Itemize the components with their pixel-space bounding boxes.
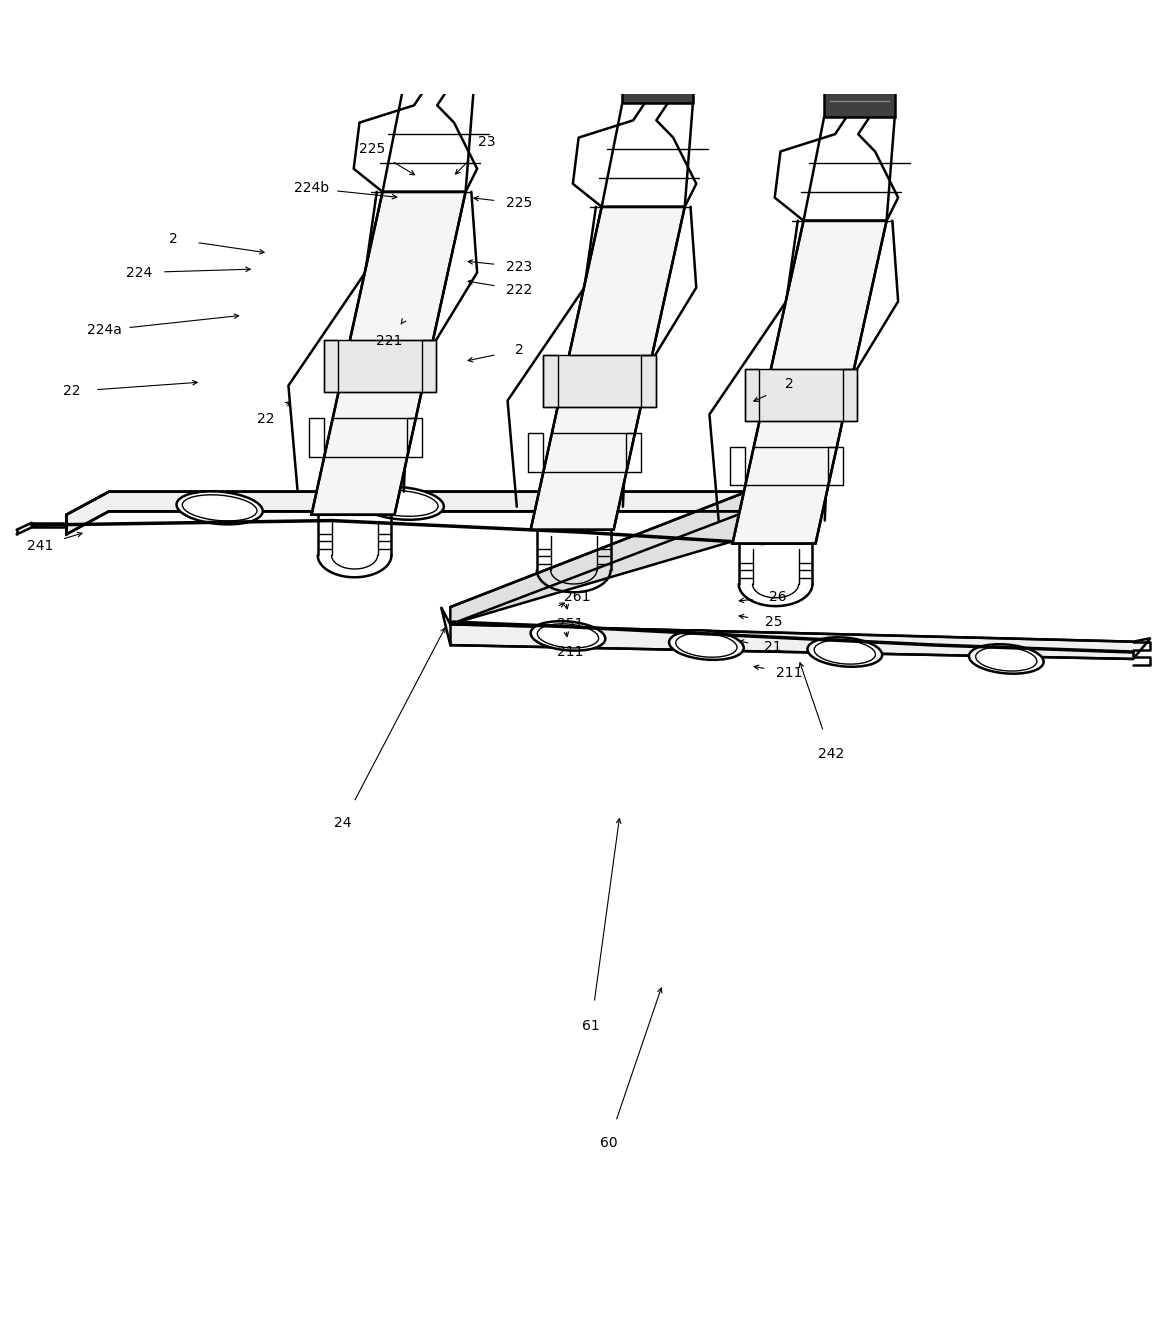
Text: 222: 222 <box>506 283 533 296</box>
Ellipse shape <box>531 621 605 650</box>
Polygon shape <box>824 68 895 117</box>
Text: 242: 242 <box>818 747 844 760</box>
Text: 224b: 224b <box>294 181 329 196</box>
Polygon shape <box>744 369 858 421</box>
Text: 251: 251 <box>557 617 583 632</box>
Text: 224: 224 <box>126 266 152 279</box>
Polygon shape <box>403 40 474 89</box>
Polygon shape <box>542 355 656 408</box>
Text: 25: 25 <box>765 616 782 629</box>
Text: 61: 61 <box>582 1019 600 1033</box>
Text: 2: 2 <box>515 343 524 357</box>
Text: 221: 221 <box>376 334 402 347</box>
Text: 21: 21 <box>765 641 782 654</box>
Ellipse shape <box>358 487 444 520</box>
Ellipse shape <box>969 644 1043 673</box>
Polygon shape <box>323 341 437 392</box>
Text: 225: 225 <box>359 142 385 156</box>
Polygon shape <box>531 207 685 530</box>
Text: 60: 60 <box>599 1136 617 1151</box>
Text: 211: 211 <box>557 645 583 658</box>
Text: 24: 24 <box>334 815 352 830</box>
Text: 241: 241 <box>27 539 53 552</box>
Text: 2: 2 <box>169 232 177 247</box>
Polygon shape <box>66 492 775 535</box>
Text: 22: 22 <box>257 412 275 426</box>
Text: 26: 26 <box>770 590 787 603</box>
Text: 2: 2 <box>785 377 794 392</box>
Polygon shape <box>312 192 466 515</box>
Text: 23: 23 <box>479 135 496 149</box>
Polygon shape <box>451 492 775 625</box>
Polygon shape <box>622 55 693 103</box>
Text: 261: 261 <box>564 590 590 603</box>
Polygon shape <box>442 607 1151 658</box>
Text: 223: 223 <box>506 260 533 274</box>
Text: 22: 22 <box>64 385 81 398</box>
Polygon shape <box>732 221 887 543</box>
Ellipse shape <box>808 637 882 666</box>
Text: 225: 225 <box>506 196 533 211</box>
Text: 224a: 224a <box>87 323 122 337</box>
Ellipse shape <box>176 491 263 524</box>
Text: 211: 211 <box>777 666 803 680</box>
Ellipse shape <box>669 630 744 660</box>
